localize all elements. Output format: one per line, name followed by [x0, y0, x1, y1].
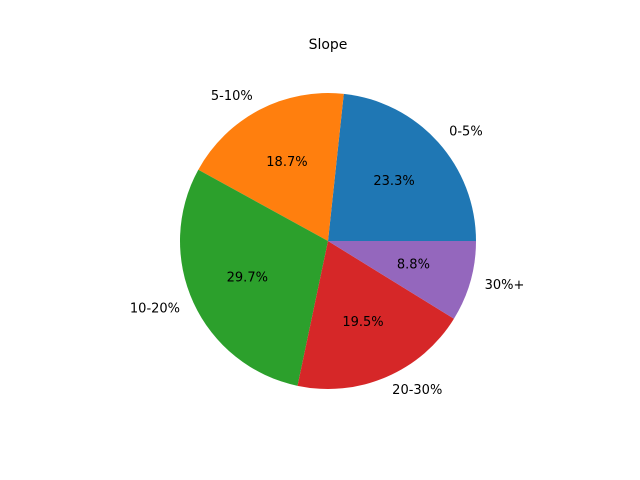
- slice-label-10-20pct: 10-20%: [130, 301, 180, 316]
- pie-slice-30pctplus: [328, 241, 476, 319]
- pie-slices: [179, 92, 476, 389]
- slice-label-5-10pct: 5-10%: [211, 89, 253, 104]
- pie-slice-10-20pct: [179, 169, 328, 386]
- pct-label-20-30pct: 19.5%: [342, 315, 383, 330]
- chart-title: Slope: [309, 37, 348, 53]
- slice-label-0-5pct: 0-5%: [449, 125, 483, 140]
- pie-slice-0-5pct: [328, 93, 476, 242]
- pct-label-30pctplus: 8.8%: [397, 258, 430, 273]
- pct-label-5-10pct: 18.7%: [266, 155, 307, 170]
- pie-labels: 0-5% 23.3% 5-10% 18.7% 10-20% 29.7% 20-30% 19.5…: [130, 89, 525, 398]
- pie-slice-5-10pct: [198, 92, 344, 241]
- pct-label-0-5pct: 23.3%: [373, 174, 414, 189]
- slice-label-30pctplus: 30%+: [485, 278, 525, 293]
- pie-slice-20-30pct: [297, 241, 454, 389]
- pct-label-10-20pct: 29.7%: [227, 271, 268, 286]
- slice-label-20-30pct: 20-30%: [392, 383, 442, 398]
